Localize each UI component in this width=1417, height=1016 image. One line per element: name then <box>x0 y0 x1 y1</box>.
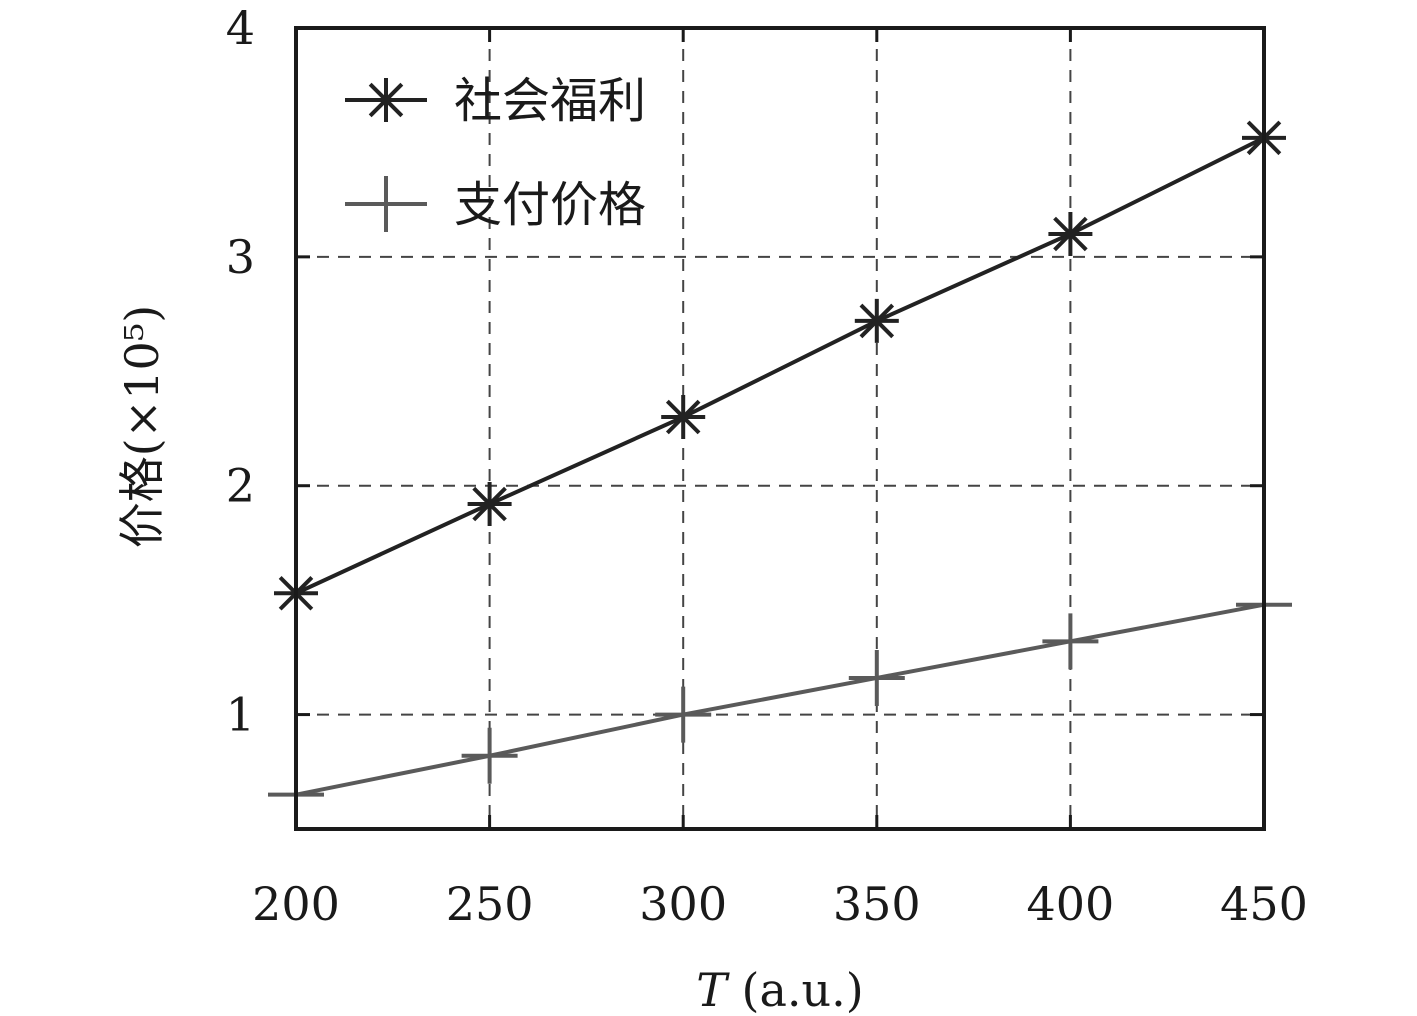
marker-stroke <box>1053 216 1088 252</box>
marker-stroke <box>859 303 895 339</box>
marker-stroke <box>472 486 507 522</box>
plus-marker <box>358 176 414 232</box>
y-tick-label: 3 <box>226 230 255 284</box>
x-tick-label: 400 <box>1026 877 1114 931</box>
y-tick-label: 2 <box>226 459 255 513</box>
legend-label: 社会福利 <box>454 73 646 129</box>
x-tick-label: 450 <box>1220 877 1308 931</box>
axis-ticks: 200 250 300 350 400 450 1 2 3 4 <box>226 1 1308 931</box>
y-axis-label: 价格(×10⁵) <box>115 305 169 548</box>
plus-marker <box>848 649 905 706</box>
plus-marker <box>1042 613 1099 670</box>
legend-label: 支付价格 <box>454 177 646 233</box>
legend-item: 支付价格 <box>345 176 646 233</box>
series-line <box>295 602 1265 797</box>
series-layer <box>268 115 1292 823</box>
marker-stroke <box>368 82 404 118</box>
x-tick-label: 350 <box>833 877 921 931</box>
asterisk-marker <box>1048 211 1093 256</box>
asterisk-marker <box>467 482 512 527</box>
plus-marker <box>461 727 518 784</box>
series-2 <box>268 576 1292 823</box>
x-axis-label-symbol: T <box>696 963 730 1016</box>
y-tick-label: 1 <box>226 688 255 742</box>
asterisk-marker <box>364 78 408 122</box>
legend-item: 社会福利 <box>345 73 646 129</box>
plot-frame <box>294 26 1266 831</box>
marker-stroke <box>665 399 701 435</box>
y-tick-label: 4 <box>226 1 255 55</box>
x-tick-label: 250 <box>446 877 534 931</box>
x-axis-label-unit: (a.u.) <box>727 963 864 1016</box>
plus-marker <box>655 686 712 743</box>
series-line <box>295 136 1265 596</box>
x-axis-label: T (a.u.) <box>696 963 864 1016</box>
series-1 <box>274 115 1286 616</box>
asterisk-marker <box>854 298 899 343</box>
x-tick-label: 200 <box>252 877 340 931</box>
asterisk-marker <box>661 395 706 440</box>
grid-lines <box>296 28 1264 829</box>
x-tick-label: 300 <box>639 877 727 931</box>
